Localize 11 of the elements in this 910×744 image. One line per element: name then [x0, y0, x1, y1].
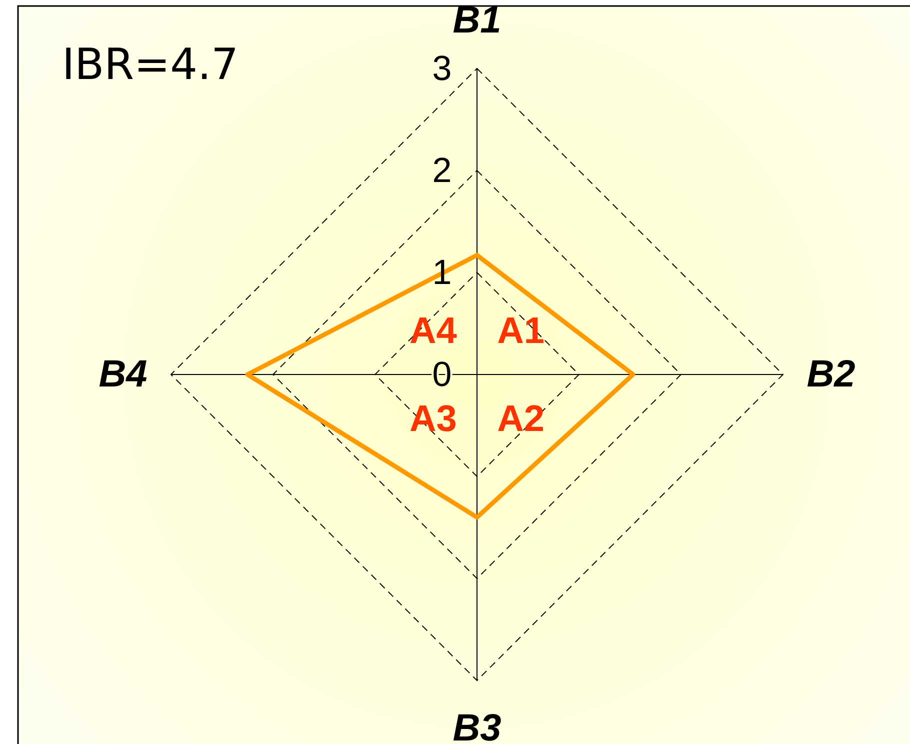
y-tick-label: 2 [432, 151, 452, 190]
spoke-label: B3 [452, 708, 502, 744]
text: IBR=4.7 [62, 40, 238, 90]
text: A4 [410, 310, 458, 352]
spoke-label: B2 [806, 354, 856, 396]
text: A1 [497, 310, 544, 352]
text: A2 [497, 398, 544, 439]
y-tick-label: 3 [432, 49, 452, 88]
spoke-label: B1 [452, 0, 502, 42]
spoke-label: B4 [98, 354, 148, 396]
text: A3 [410, 398, 457, 439]
